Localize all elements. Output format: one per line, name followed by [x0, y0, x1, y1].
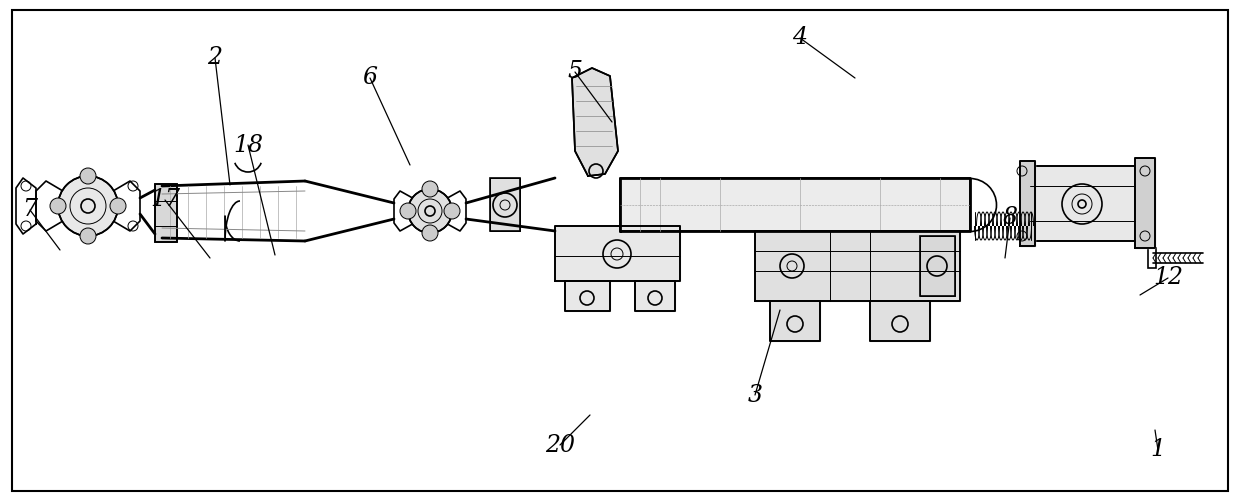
Polygon shape: [1021, 161, 1035, 246]
Polygon shape: [870, 301, 930, 341]
Polygon shape: [770, 301, 820, 341]
Text: 7: 7: [22, 198, 37, 222]
Text: 2: 2: [207, 47, 222, 69]
Text: 6: 6: [362, 66, 377, 89]
Circle shape: [50, 198, 66, 214]
Text: 12: 12: [1153, 266, 1183, 290]
Text: 18: 18: [233, 133, 263, 157]
Circle shape: [444, 203, 460, 219]
Circle shape: [408, 189, 453, 233]
Circle shape: [422, 181, 438, 197]
Polygon shape: [556, 226, 680, 281]
Circle shape: [58, 176, 118, 236]
Bar: [920, 236, 955, 296]
Bar: [1148, 248, 1156, 268]
Text: 3: 3: [748, 383, 763, 407]
Polygon shape: [620, 178, 970, 231]
Text: 5: 5: [568, 61, 583, 83]
Bar: [155, 184, 177, 242]
Polygon shape: [635, 281, 675, 311]
Text: 8: 8: [1002, 206, 1018, 230]
Circle shape: [401, 203, 415, 219]
Bar: [155, 184, 177, 242]
Polygon shape: [572, 68, 618, 176]
Polygon shape: [565, 281, 610, 311]
Text: 17: 17: [150, 188, 180, 211]
Bar: [920, 236, 955, 296]
Polygon shape: [755, 231, 960, 301]
Circle shape: [81, 168, 95, 184]
Circle shape: [422, 225, 438, 241]
Text: 4: 4: [792, 26, 807, 50]
Bar: [490, 178, 520, 231]
Circle shape: [110, 198, 126, 214]
Circle shape: [81, 228, 95, 244]
Bar: [1030, 166, 1135, 241]
Text: 1: 1: [1151, 438, 1166, 461]
Polygon shape: [1135, 158, 1154, 248]
Bar: [490, 178, 520, 231]
Bar: [1030, 166, 1135, 241]
Text: 20: 20: [546, 434, 575, 456]
